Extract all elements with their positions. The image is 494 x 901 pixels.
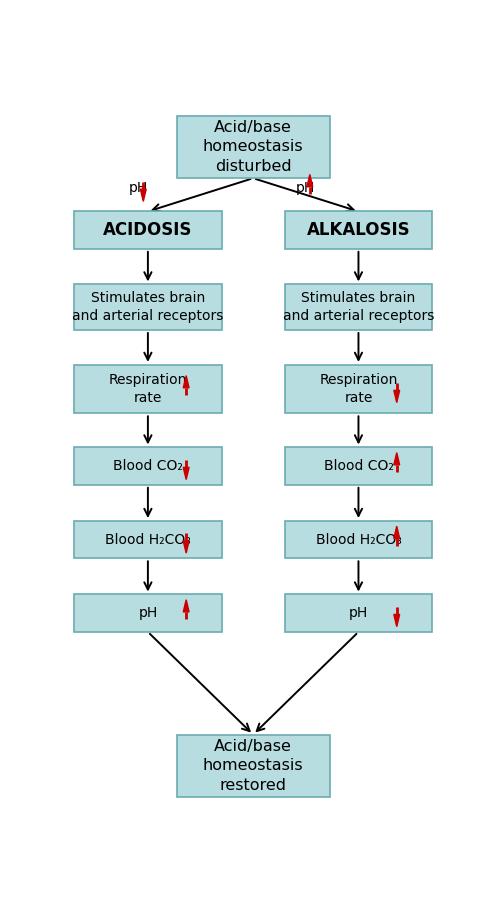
Text: pH: pH xyxy=(295,181,315,195)
Text: Blood H₂CO₃: Blood H₂CO₃ xyxy=(105,532,191,547)
Text: Blood CO₂: Blood CO₂ xyxy=(113,460,183,473)
Text: Stimulates brain
and arterial receptors: Stimulates brain and arterial receptors xyxy=(283,291,434,323)
Text: pH: pH xyxy=(138,606,158,620)
Text: pH: pH xyxy=(349,606,368,620)
Text: Acid/base
homeostasis
restored: Acid/base homeostasis restored xyxy=(203,739,303,793)
FancyBboxPatch shape xyxy=(74,448,222,485)
Polygon shape xyxy=(140,189,146,201)
FancyBboxPatch shape xyxy=(74,212,222,249)
Text: Respiration
rate: Respiration rate xyxy=(109,373,187,405)
FancyBboxPatch shape xyxy=(74,365,222,414)
FancyBboxPatch shape xyxy=(177,115,330,178)
FancyBboxPatch shape xyxy=(285,365,432,414)
FancyBboxPatch shape xyxy=(285,448,432,485)
Text: ACIDOSIS: ACIDOSIS xyxy=(103,222,193,240)
Polygon shape xyxy=(394,390,400,403)
Polygon shape xyxy=(394,452,400,465)
FancyBboxPatch shape xyxy=(285,595,432,632)
FancyBboxPatch shape xyxy=(285,521,432,559)
Polygon shape xyxy=(183,376,189,387)
FancyBboxPatch shape xyxy=(74,521,222,559)
Polygon shape xyxy=(183,600,189,612)
Polygon shape xyxy=(183,541,189,553)
FancyBboxPatch shape xyxy=(74,285,222,330)
Text: Acid/base
homeostasis
disturbed: Acid/base homeostasis disturbed xyxy=(203,120,303,174)
Text: Blood CO₂: Blood CO₂ xyxy=(324,460,393,473)
Text: Stimulates brain
and arterial receptors: Stimulates brain and arterial receptors xyxy=(72,291,224,323)
Polygon shape xyxy=(307,175,313,187)
Text: Respiration
rate: Respiration rate xyxy=(319,373,398,405)
FancyBboxPatch shape xyxy=(177,734,330,797)
Text: pH: pH xyxy=(129,181,148,195)
Text: ALKALOSIS: ALKALOSIS xyxy=(307,222,411,240)
Polygon shape xyxy=(394,614,400,626)
FancyBboxPatch shape xyxy=(74,595,222,632)
FancyBboxPatch shape xyxy=(285,285,432,330)
Polygon shape xyxy=(183,468,189,479)
Polygon shape xyxy=(394,526,400,539)
Text: Blood H₂CO₃: Blood H₂CO₃ xyxy=(316,532,402,547)
FancyBboxPatch shape xyxy=(285,212,432,249)
